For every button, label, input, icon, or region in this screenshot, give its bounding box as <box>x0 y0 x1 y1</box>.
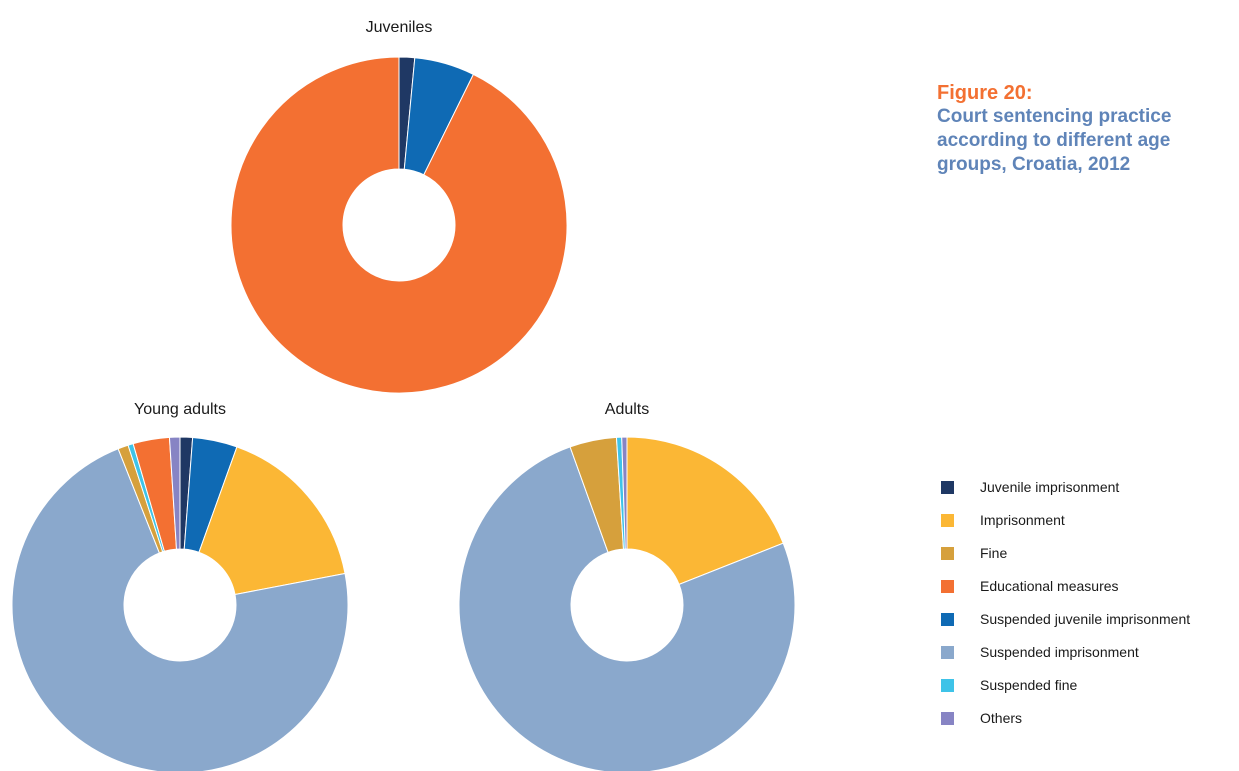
legend-item-suspended-juvenile-imprisonment: Suspended juvenile imprisonment <box>941 608 1190 630</box>
legend: Juvenile imprisonment Imprisonment Fine … <box>941 476 1190 740</box>
donut-slice-suspended-imprisonment <box>11 448 349 771</box>
legend-swatch <box>941 513 954 527</box>
donut-slice-others <box>621 436 628 550</box>
legend-item-imprisonment: Imprisonment <box>941 509 1190 531</box>
legend-label: Juvenile imprisonment <box>980 479 1120 495</box>
legend-swatch <box>941 546 954 560</box>
donut-slice-others <box>168 436 181 550</box>
chart-title-juveniles: Juveniles <box>365 19 433 36</box>
chart-title-adults: Adults <box>604 401 650 418</box>
legend-label: Suspended imprisonment <box>980 644 1139 660</box>
legend-label: Suspended juvenile imprisonment <box>980 611 1191 627</box>
legend-item-suspended-fine: Suspended fine <box>941 674 1190 696</box>
legend-swatch <box>941 711 954 725</box>
legend-swatch <box>941 678 954 692</box>
legend-item-suspended-imprisonment: Suspended imprisonment <box>941 641 1190 663</box>
chart-title-young-adults: Young adults <box>134 401 226 418</box>
legend-item-juvenile-imprisonment: Juvenile imprisonment <box>941 476 1190 498</box>
figure-caption: Figure 20: Court sentencing practice acc… <box>937 81 1237 177</box>
legend-swatch <box>941 612 954 626</box>
legend-item-others: Others <box>941 707 1190 729</box>
donut-slice-imprisonment <box>626 436 784 586</box>
figure-title: Court sentencing practice according to d… <box>937 106 1172 175</box>
legend-label: Educational measures <box>980 578 1119 594</box>
legend-item-educational-measures: Educational measures <box>941 575 1190 597</box>
legend-swatch <box>941 645 954 659</box>
legend-label: Others <box>980 710 1023 726</box>
donut-slice-educational-measures <box>230 56 568 394</box>
legend-label: Suspended fine <box>980 677 1078 693</box>
legend-swatch <box>941 480 954 494</box>
donut-slice-suspended-imprisonment <box>458 446 796 771</box>
legend-label: Fine <box>980 545 1008 561</box>
legend-label: Imprisonment <box>980 512 1065 528</box>
legend-swatch <box>941 579 954 593</box>
figure-number: Figure 20: <box>937 82 1033 104</box>
legend-item-fine: Fine <box>941 542 1190 564</box>
donut-slice-imprisonment <box>198 446 346 596</box>
